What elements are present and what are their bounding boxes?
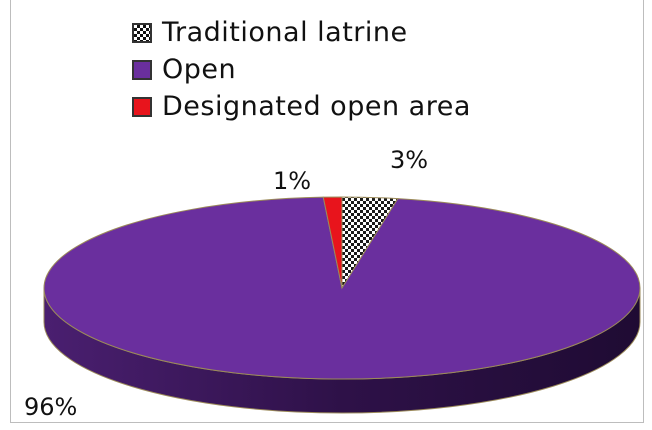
legend-swatch-designated-open-area <box>132 96 152 117</box>
legend-label: Traditional latrine <box>162 17 408 48</box>
legend-swatch-traditional-latrine <box>132 22 152 43</box>
data-label-traditional-latrine: 3% <box>390 146 428 174</box>
legend: Traditional latrine Open Designated open… <box>132 14 471 125</box>
legend-label: Open <box>162 54 237 85</box>
chart-frame <box>10 0 644 423</box>
pie-slice-open <box>43 196 641 380</box>
pie-slice-designated-open-area <box>322 196 343 289</box>
legend-item-open: Open <box>132 51 471 88</box>
legend-item-designated-open-area: Designated open area <box>132 88 471 125</box>
legend-label: Designated open area <box>162 91 471 122</box>
legend-item-traditional-latrine: Traditional latrine <box>132 14 471 51</box>
data-label-designated-open-area: 1% <box>273 167 311 195</box>
data-label-open: 96% <box>24 393 77 421</box>
legend-swatch-open <box>132 59 152 80</box>
